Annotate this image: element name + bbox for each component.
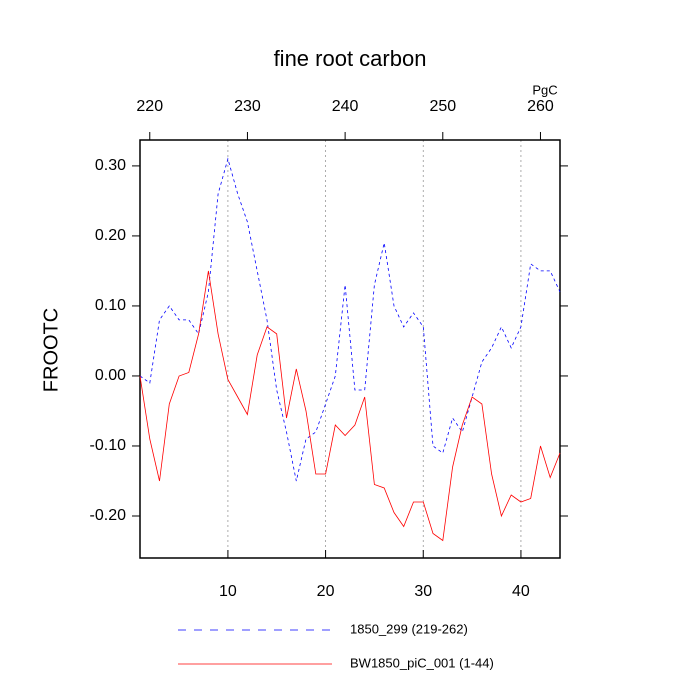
y-tick-label: -0.10 [90,437,127,454]
x-tick-label: 20 [317,583,335,600]
legend-label: 1850_299 (219-262) [350,621,468,636]
series-line [139,157,561,482]
y-tick-label: 0.00 [95,367,126,384]
y-tick-label: 0.10 [95,297,126,314]
legend-label: BW1850_piC_001 (1-44) [350,655,494,670]
x2-tick-label: 220 [136,98,163,115]
x2-tick-label: 230 [234,98,261,115]
x-tick-label: 30 [414,583,432,600]
y-tick-label: 0.30 [95,157,126,174]
x-tick-label: 40 [512,583,530,600]
plot-frame [139,139,561,559]
chart-title: fine root carbon [274,46,427,71]
top-axis-unit: PgC [532,82,557,97]
series-line [139,270,561,542]
x-tick-label: 10 [219,583,237,600]
x2-tick-label: 240 [332,98,359,115]
y-tick-label: -0.20 [90,507,127,524]
y-axis-label: FROOTC [40,308,62,392]
y-tick-label: 0.20 [95,227,126,244]
x2-tick-label: 250 [429,98,456,115]
x2-tick-label: 260 [527,98,554,115]
